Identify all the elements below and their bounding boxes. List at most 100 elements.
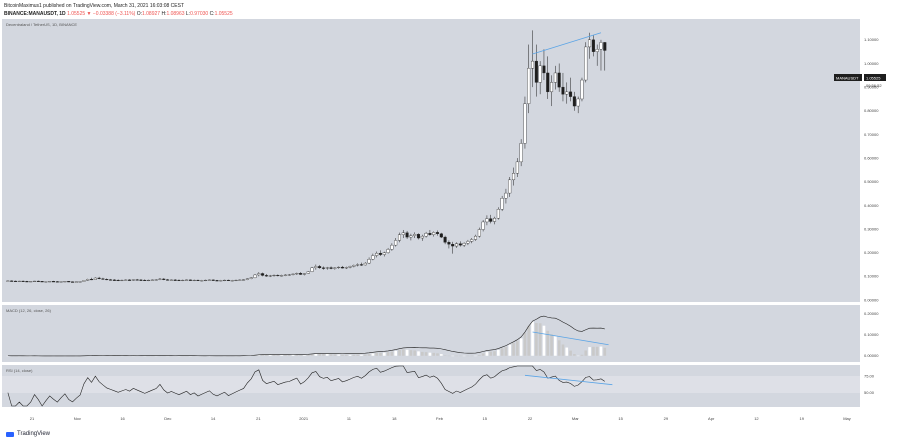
price-tick-label: 0.00000 <box>864 297 879 302</box>
candle <box>93 277 97 280</box>
candle <box>432 231 436 237</box>
candle <box>177 279 181 282</box>
candle <box>470 238 474 244</box>
candle <box>143 279 147 282</box>
last-price: 1.05525 <box>67 11 86 17</box>
macd-histogram-bar <box>542 325 546 356</box>
macd-histogram-bar <box>333 354 337 356</box>
candle <box>154 279 158 281</box>
tradingview-logo-icon <box>6 431 14 437</box>
candle <box>192 279 196 282</box>
macd-histogram-bar <box>265 354 268 356</box>
x-tick-label: 29 <box>664 416 669 421</box>
candle <box>44 281 48 283</box>
candle <box>196 279 200 282</box>
candle <box>348 265 352 269</box>
candle <box>105 278 109 281</box>
macd-histogram-bar <box>303 355 306 356</box>
price-tick-label: 0.10000 <box>864 274 879 279</box>
candle <box>13 280 18 282</box>
price-tick-label: 0.70000 <box>864 132 879 137</box>
candle <box>500 195 504 212</box>
candle <box>310 266 314 273</box>
candle <box>591 35 595 57</box>
price-tick-label: 0.50000 <box>864 179 879 184</box>
tradingview-logo: TradingView <box>6 431 50 437</box>
candle <box>344 266 348 270</box>
macd-histogram-bar <box>527 325 531 356</box>
candle <box>147 279 151 282</box>
candle <box>276 274 280 277</box>
macd-histogram-bar <box>360 354 363 356</box>
candle <box>314 264 318 270</box>
macd-histogram-bar <box>268 354 272 356</box>
candle <box>565 82 569 104</box>
candle <box>264 273 268 277</box>
candle <box>485 215 489 226</box>
candle <box>33 280 37 282</box>
candle <box>295 272 299 275</box>
macd-histogram-bar <box>603 347 607 356</box>
macd-tick-label: 0.20000 <box>864 311 879 316</box>
x-tick-label: May <box>843 416 851 421</box>
candle <box>375 251 379 258</box>
macd-histogram-bar <box>280 354 283 356</box>
macd-histogram-bar <box>261 354 264 356</box>
candle <box>40 281 44 283</box>
price-pane-title: Decentraland / TetherUS, 1D, BINANCE <box>6 22 77 27</box>
price-tick-label: 0.40000 <box>864 203 879 208</box>
rsi-line <box>7 365 605 407</box>
candle <box>230 279 234 282</box>
candle <box>158 278 162 281</box>
candle <box>531 30 535 88</box>
macd-histogram-bar <box>546 330 550 356</box>
candle <box>17 280 21 282</box>
rsi-band <box>2 376 860 393</box>
price-tag-symbol: MANAUSDT <box>836 75 859 80</box>
candle <box>124 279 128 281</box>
candle <box>588 32 592 59</box>
x-tick-label: 22 <box>528 416 533 421</box>
candle <box>584 42 588 83</box>
candle <box>352 264 356 268</box>
candle <box>333 267 337 270</box>
candle <box>52 280 56 283</box>
macd-histogram-bar <box>371 353 375 356</box>
macd-histogram-bar <box>299 355 302 356</box>
macd-histogram-bar <box>390 351 394 356</box>
candle <box>550 75 554 107</box>
price-tick-label: 0.60000 <box>864 155 879 160</box>
macd-histogram-bar <box>379 352 382 356</box>
macd-histogram-bar <box>386 352 390 356</box>
macd-histogram-bar <box>554 336 557 356</box>
price-tick-label: 1.10000 <box>864 37 879 42</box>
candle <box>242 279 246 281</box>
candle <box>439 232 443 239</box>
macd-tick-label: 0.00000 <box>864 353 879 358</box>
candle <box>546 56 550 99</box>
x-tick-label: Apr <box>708 416 715 421</box>
candle <box>394 238 398 247</box>
macd-histogram-bar <box>584 350 588 356</box>
candle <box>234 279 238 282</box>
macd-histogram-bar <box>538 323 542 356</box>
candle <box>553 65 557 90</box>
macd-histogram-bar <box>489 351 493 356</box>
candle <box>390 243 394 251</box>
open-value: 1.08927 <box>141 11 161 17</box>
macd-histogram-bar <box>569 350 572 356</box>
candle <box>512 167 516 186</box>
countdown: 09:56:52 <box>866 83 882 88</box>
candle <box>435 230 440 236</box>
macd-histogram-bar <box>436 353 439 356</box>
x-tick-label: 14 <box>211 416 216 421</box>
x-tick-label: 21 <box>30 416 35 421</box>
macd-histogram-bar <box>341 354 344 356</box>
candle <box>572 91 576 111</box>
candle <box>283 274 287 277</box>
price-tag: MANAUSDT 1.05525 09:56:52 <box>834 74 886 88</box>
rsi-pane-title: RSI (14, close) <box>6 368 33 373</box>
macd-pane-title: MACD (12, 26, close, 26) <box>6 308 52 313</box>
macd-histogram-bar <box>508 344 512 356</box>
